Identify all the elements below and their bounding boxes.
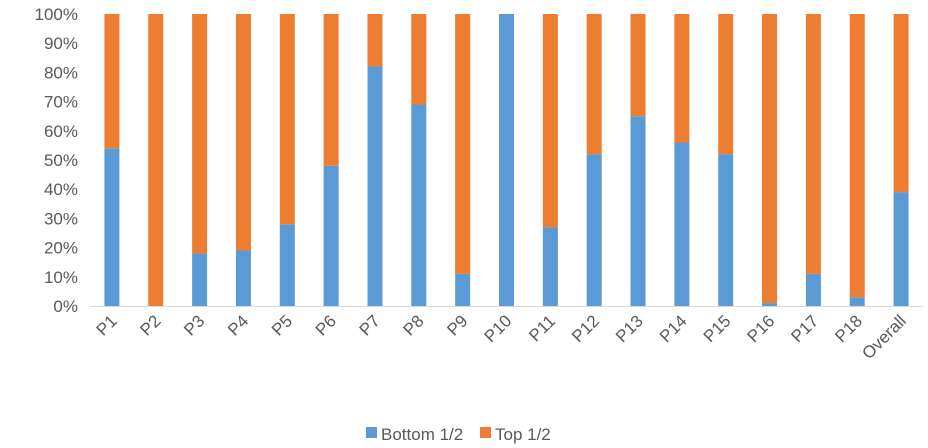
- y-tick-label: 80%: [44, 63, 78, 82]
- x-tick-label: P13: [612, 311, 647, 346]
- legend-swatch: [366, 427, 377, 438]
- x-tick-label: Overall: [858, 311, 910, 363]
- x-tick-label: P15: [700, 311, 735, 346]
- bar-segment-top-half: [630, 14, 646, 117]
- bar-segment-top-half: [192, 14, 208, 254]
- y-tick-label: 100%: [35, 5, 78, 24]
- bar-segment-top-half: [235, 14, 251, 251]
- bar-segment-top-half: [455, 14, 471, 274]
- bar-segment-top-half: [805, 14, 821, 274]
- y-tick-label: 20%: [44, 239, 78, 258]
- bar-segment-bottom-half: [323, 165, 339, 306]
- bar-segment-bottom-half: [586, 154, 602, 306]
- x-tick-label: P11: [525, 311, 559, 345]
- bar-segment-top-half: [674, 14, 690, 143]
- bar-segment-top-half: [104, 14, 120, 149]
- x-tick-label: P3: [180, 311, 208, 339]
- bar-segment-top-half: [893, 14, 909, 193]
- y-tick-label: 50%: [44, 151, 78, 170]
- y-axis: 0% 10% 20% 30% 40% 50% 60% 70% 80% 90% 100%: [35, 5, 78, 316]
- bar-segment-top-half: [148, 14, 164, 306]
- x-tick-label: P18: [831, 311, 866, 346]
- bar-segment-bottom-half: [411, 104, 427, 307]
- x-tick-label: P10: [481, 311, 516, 346]
- y-tick-label: 30%: [44, 209, 78, 228]
- bar-segment-bottom-half: [893, 192, 909, 306]
- x-tick-label: P5: [268, 311, 296, 339]
- y-tick-label: 70%: [44, 93, 78, 112]
- bar-segment-top-half: [718, 14, 734, 155]
- bar-segment-bottom-half: [718, 154, 734, 306]
- bar-segment-bottom-half: [674, 142, 690, 306]
- x-tick-label: P6: [312, 311, 340, 339]
- x-tick-label: P12: [568, 311, 603, 346]
- bars: [104, 14, 909, 307]
- bar-segment-bottom-half: [542, 227, 558, 306]
- x-tick-label: P16: [744, 311, 779, 346]
- x-tick-label: P17: [787, 311, 822, 346]
- bar-segment-bottom-half: [630, 116, 646, 306]
- y-tick-label: 0%: [53, 297, 78, 316]
- y-tick-label: 90%: [44, 34, 78, 53]
- bar-segment-bottom-half: [104, 148, 120, 306]
- x-tick-label: P7: [356, 311, 384, 339]
- bar-segment-top-half: [367, 14, 383, 67]
- y-tick-label: 60%: [44, 122, 78, 141]
- bar-segment-bottom-half: [192, 253, 208, 306]
- bar-segment-bottom-half: [849, 297, 865, 306]
- bar-segment-top-half: [323, 14, 339, 166]
- bar-segment-top-half: [849, 14, 865, 298]
- y-tick-label: 40%: [44, 180, 78, 199]
- bar-segment-bottom-half: [762, 303, 778, 306]
- x-tick-label: P14: [656, 311, 691, 346]
- bar-segment-top-half: [542, 14, 558, 228]
- bar-segment-bottom-half: [279, 224, 295, 306]
- legend-label: Bottom 1/2: [381, 425, 463, 444]
- bar-segment-bottom-half: [235, 250, 251, 306]
- bar-segment-bottom-half: [367, 66, 383, 306]
- bar-segment-top-half: [279, 14, 295, 225]
- bar-segment-bottom-half: [455, 273, 471, 306]
- x-tick-label: P9: [443, 311, 471, 339]
- bar-segment-top-half: [411, 14, 427, 105]
- bar-segment-top-half: [762, 14, 778, 304]
- bar-segment-bottom-half: [499, 14, 514, 306]
- y-tick-label: 10%: [44, 268, 78, 287]
- x-tick-label: P8: [400, 311, 428, 339]
- legend-swatch: [480, 427, 491, 438]
- bar-segment-top-half: [586, 14, 602, 155]
- x-tick-label: P4: [224, 311, 252, 339]
- x-tick-label: P2: [136, 311, 164, 339]
- x-axis: P1 P2 P3 P4 P5 P6 P7 P8 P9 P10 P11 P12 P13 P14 P15 P16 P…: [93, 311, 910, 363]
- legend-label: Top 1/2: [495, 425, 551, 444]
- bar-segment-bottom-half: [805, 273, 821, 306]
- legend: Bottom 1/2 Top 1/2: [366, 425, 551, 444]
- x-tick-label: P1: [93, 311, 121, 339]
